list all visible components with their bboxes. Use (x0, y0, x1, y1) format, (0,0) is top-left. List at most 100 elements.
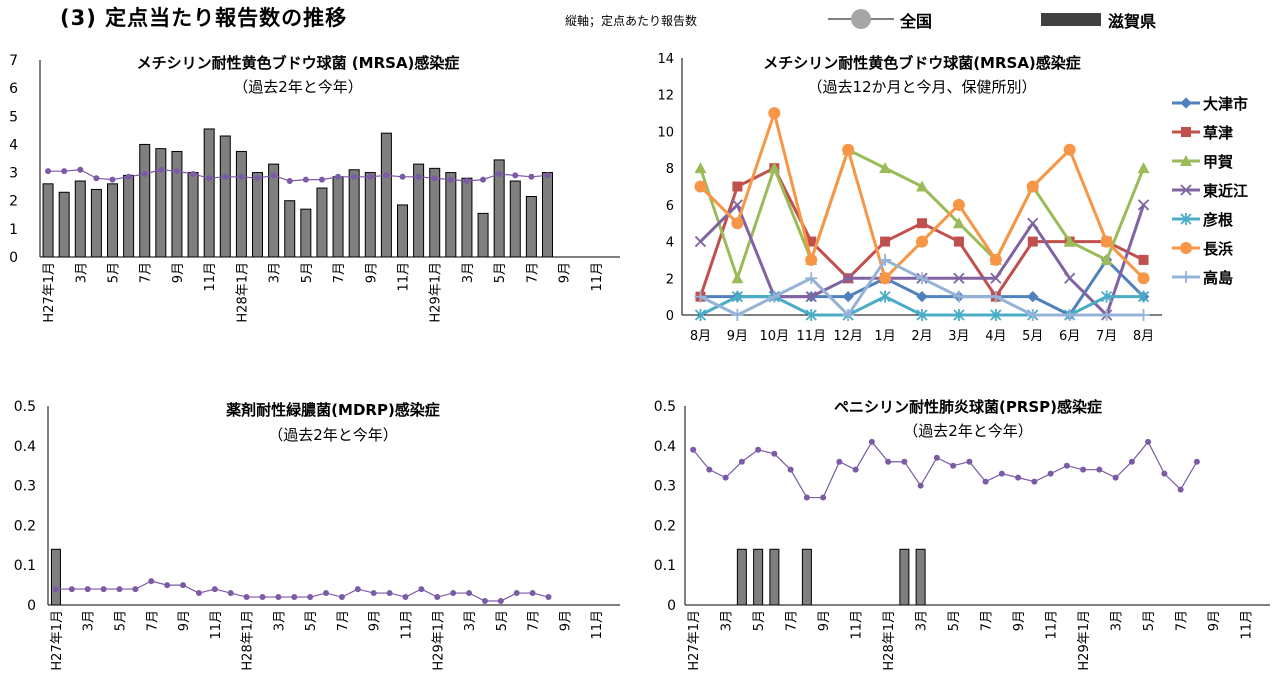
national-point (787, 466, 794, 473)
series-line (699, 111, 1145, 280)
national-point (190, 170, 197, 177)
x-tick-label: 9月 (1012, 610, 1027, 631)
national-point (1161, 470, 1168, 477)
y-tick-label: 0 (667, 598, 676, 614)
legend-label: 大津市 (1203, 95, 1248, 113)
national-point (1193, 458, 1200, 465)
national-point (431, 175, 438, 182)
x-tick-label: 8月 (1133, 329, 1154, 344)
bar (801, 548, 812, 606)
y-tick-label: 6 (9, 81, 18, 97)
national-point (367, 173, 374, 180)
marker-triangle (768, 162, 781, 174)
x-tick-label: 10月 (760, 329, 790, 344)
x-tick-label: 3月 (720, 610, 735, 631)
chart-title: ペニシリン耐性肺炎球菌(PRSP)感染症 (834, 398, 1102, 416)
national-point (950, 462, 957, 469)
y-tick-label: 1 (9, 222, 18, 238)
national-point (1128, 458, 1135, 465)
x-tick-label: 9月 (177, 610, 192, 631)
marker-x (805, 291, 817, 303)
marker-circle (1063, 143, 1076, 156)
marker-x (1027, 217, 1039, 229)
x-tick-label: 3月 (915, 610, 930, 631)
national-line (692, 440, 1198, 499)
marker-plus (916, 272, 928, 285)
national-point (852, 466, 859, 473)
national-point (100, 586, 107, 593)
national-point (868, 438, 875, 445)
bar (187, 172, 199, 258)
national-point (206, 175, 213, 182)
x-tick-label: 7月 (139, 262, 154, 283)
national-point (254, 175, 261, 182)
national-point (1080, 466, 1087, 473)
national-point (354, 586, 361, 593)
y-tick-label: 0.3 (654, 479, 676, 495)
x-tick-label: 7月 (525, 262, 540, 283)
chart-title: メチシリン耐性黄色ブドウ球菌 (MRSA)感染症 (137, 54, 460, 72)
bar (899, 548, 910, 606)
marker-square (880, 236, 891, 247)
marker-plus (805, 272, 818, 285)
national-point (211, 586, 218, 593)
x-tick-label: H29年1月 (429, 262, 444, 323)
x-tick-label: 9月 (364, 262, 379, 283)
bar (332, 176, 344, 258)
bar (525, 195, 537, 258)
x-tick-label: 8月 (690, 329, 711, 344)
y-tick-label: 0.5 (14, 399, 36, 415)
bar (171, 150, 183, 258)
bar (493, 159, 505, 258)
marker-plus (1100, 309, 1113, 321)
y-tick-label: 0.2 (14, 518, 36, 534)
national-point (399, 173, 406, 180)
bar (542, 172, 553, 258)
national-point (45, 168, 52, 175)
national-point (157, 166, 164, 173)
national-point (125, 173, 132, 180)
x-tick-label: 9月 (558, 262, 573, 283)
marker-x (694, 235, 707, 248)
national-point (302, 176, 309, 183)
marker-circle (731, 217, 744, 230)
y-tick-label: 0 (9, 250, 18, 266)
x-tick-label: 11月 (203, 262, 218, 292)
marker-plus (1137, 309, 1150, 321)
y-tick-label: 4 (666, 236, 674, 251)
national-line (48, 169, 548, 182)
x-tick-label: 6月 (1059, 329, 1080, 344)
y-tick-label: 0 (27, 598, 36, 614)
bar (300, 208, 312, 258)
bar (461, 177, 473, 258)
marker-square (917, 218, 927, 229)
marker-circle (1137, 272, 1150, 285)
legend-label: 草津 (1203, 124, 1233, 142)
y-tick-label: 8 (666, 162, 674, 177)
marker-star (1180, 213, 1192, 225)
national-point (545, 594, 552, 601)
x-tick-label: 11月 (590, 262, 605, 292)
marker-square (806, 236, 817, 247)
marker-circle (805, 253, 818, 266)
x-tick-label: 5月 (304, 610, 319, 631)
bar (429, 167, 441, 258)
legend-label: 甲賀 (1203, 153, 1233, 171)
national-point (195, 590, 202, 597)
national-point (982, 478, 989, 485)
national-point (738, 458, 745, 465)
x-tick-label: 7月 (145, 610, 160, 631)
chart-subtitle: （過去2年と今年） (903, 422, 1033, 440)
marker-circle (768, 107, 781, 120)
x-tick-label: 1月 (874, 329, 895, 344)
national-point (116, 586, 123, 593)
marker-star (1137, 290, 1150, 303)
x-tick-label: 3月 (948, 329, 969, 344)
national-point (415, 173, 422, 180)
bar (477, 212, 489, 258)
bar (753, 548, 764, 606)
x-tick-label: 7月 (332, 262, 347, 283)
x-tick-label: 11月 (400, 610, 415, 640)
marker-circle (916, 235, 928, 248)
marker-plus (1026, 309, 1039, 321)
